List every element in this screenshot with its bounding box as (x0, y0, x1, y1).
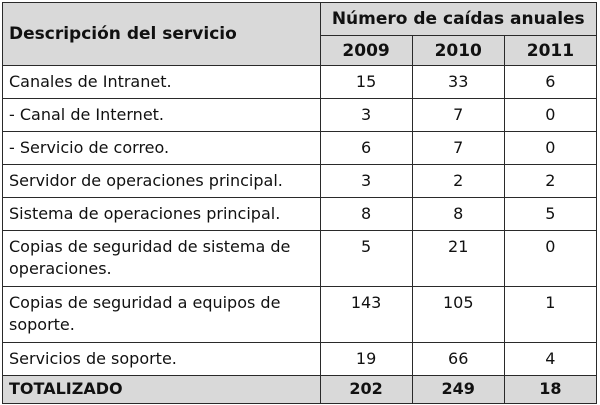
row-value-2011: 0 (503, 230, 598, 287)
header-year-2010: 2010 (411, 35, 505, 66)
row-value-2011: 0 (503, 98, 598, 132)
total-row: TOTALIZADO 202 249 18 (2, 375, 598, 404)
row-value-2009: 8 (319, 197, 413, 231)
table-row: - Servicio de correo. 6 7 0 (2, 131, 598, 165)
row-value-2010: 2 (411, 164, 505, 198)
row-label: Copias de seguridad a equipos de soporte… (2, 286, 321, 343)
row-value-2009: 5 (319, 230, 413, 287)
total-label: TOTALIZADO (2, 375, 321, 404)
table-row: Servidor de operaciones principal. 3 2 2 (2, 164, 598, 198)
row-value-2010: 7 (411, 98, 505, 132)
row-value-2011: 6 (503, 65, 598, 99)
table-row: Sistema de operaciones principal. 8 8 5 (2, 197, 598, 231)
total-value-2009: 202 (319, 375, 413, 404)
row-label: Copias de seguridad de sistema de operac… (2, 230, 321, 287)
row-value-2009: 6 (319, 131, 413, 165)
row-value-2011: 4 (503, 342, 598, 376)
row-value-2010: 7 (411, 131, 505, 165)
table-row: Servicios de soporte. 19 66 4 (2, 342, 598, 376)
row-label: Sistema de operaciones principal. (2, 197, 321, 231)
table-row: Copias de seguridad a equipos de soporte… (2, 286, 598, 343)
table-row: - Canal de Internet. 3 7 0 (2, 98, 598, 132)
row-label: - Canal de Internet. (2, 98, 321, 132)
row-value-2011: 2 (503, 164, 598, 198)
row-value-2009: 19 (319, 342, 413, 376)
row-value-2011: 0 (503, 131, 598, 165)
row-value-2010: 8 (411, 197, 505, 231)
header-annual-outages: Número de caídas anuales (319, 2, 598, 36)
row-value-2009: 15 (319, 65, 413, 99)
row-value-2010: 21 (411, 230, 505, 287)
row-label: Canales de Intranet. (2, 65, 321, 99)
row-label: - Servicio de correo. (2, 131, 321, 165)
table-row: Canales de Intranet. 15 33 6 (2, 65, 598, 99)
header-year-2009: 2009 (319, 35, 413, 66)
total-value-2011: 18 (503, 375, 598, 404)
row-value-2010: 105 (411, 286, 505, 343)
row-value-2009: 3 (319, 164, 413, 198)
row-value-2011: 1 (503, 286, 598, 343)
row-label: Servidor de operaciones principal. (2, 164, 321, 198)
table-row: Copias de seguridad de sistema de operac… (2, 230, 598, 287)
header-year-2011: 2011 (503, 35, 598, 66)
row-label: Servicios de soporte. (2, 342, 321, 376)
row-value-2010: 33 (411, 65, 505, 99)
total-value-2010: 249 (411, 375, 505, 404)
header-description: Descripción del servicio (2, 2, 321, 66)
row-value-2009: 3 (319, 98, 413, 132)
row-value-2011: 5 (503, 197, 598, 231)
row-value-2010: 66 (411, 342, 505, 376)
row-value-2009: 143 (319, 286, 413, 343)
